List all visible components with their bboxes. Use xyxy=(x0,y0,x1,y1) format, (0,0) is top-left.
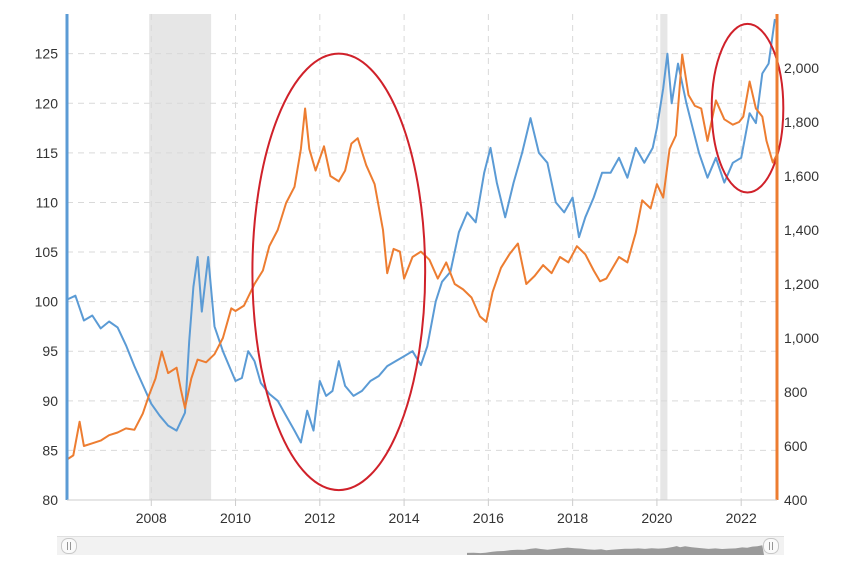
navigator-area xyxy=(467,545,764,555)
x-tick-2020: 2020 xyxy=(641,510,672,526)
left-tick-100: 100 xyxy=(35,294,59,310)
left-tick-95: 95 xyxy=(42,343,58,359)
right-tick-1,400: 1,400 xyxy=(784,222,819,238)
x-tick-2016: 2016 xyxy=(473,510,504,526)
left-tick-105: 105 xyxy=(35,244,59,260)
blue-series xyxy=(66,18,776,444)
axes xyxy=(65,14,779,501)
left-tick-85: 85 xyxy=(42,442,58,458)
annotation-ellipse-1 xyxy=(251,52,427,492)
left-tick-120: 120 xyxy=(35,95,59,111)
left-tick-110: 110 xyxy=(36,194,59,210)
grip-icon: || xyxy=(66,541,72,550)
left-tick-125: 125 xyxy=(35,46,59,62)
left-tick-90: 90 xyxy=(42,393,58,409)
x-axis-ticks: 2008 2010 2012 2014 2016 2018 2020 2022 xyxy=(136,500,757,526)
left-tick-115: 115 xyxy=(36,145,59,161)
x-tick-2012: 2012 xyxy=(304,510,335,526)
navigator-sparkline xyxy=(467,545,764,555)
navigator-left-handle[interactable]: || xyxy=(61,538,77,554)
orange-series-line xyxy=(66,53,778,461)
recession-band-1 xyxy=(149,14,212,500)
x-tick-2010: 2010 xyxy=(220,510,251,526)
right-axis-ticks: 400 600 800 1,000 1,200 1,400 1,600 1,800 2,000 xyxy=(784,60,819,508)
left-tick-80: 80 xyxy=(42,492,58,508)
range-navigator[interactable]: || || xyxy=(57,536,784,555)
x-tick-2008: 2008 xyxy=(136,510,167,526)
right-tick-2,000: 2,000 xyxy=(784,60,819,76)
annotation-ellipses xyxy=(251,22,785,492)
recession-band-2 xyxy=(660,14,668,500)
right-tick-1,600: 1,600 xyxy=(784,168,819,184)
x-tick-2014: 2014 xyxy=(389,510,420,526)
right-tick-1,000: 1,000 xyxy=(784,330,819,346)
recession-bands xyxy=(149,14,668,500)
orange-series xyxy=(66,53,778,461)
navigator-right-handle[interactable]: || xyxy=(763,538,779,554)
right-tick-600: 600 xyxy=(784,438,808,454)
right-tick-400: 400 xyxy=(784,492,808,508)
annotation-ellipse-2 xyxy=(710,22,785,194)
blue-series-line xyxy=(66,18,776,444)
right-tick-1,800: 1,800 xyxy=(784,114,819,130)
grip-icon: || xyxy=(768,541,774,550)
left-axis-ticks: 80 85 90 95 100 105 110 115 120 125 xyxy=(35,46,59,508)
right-tick-1,200: 1,200 xyxy=(784,276,819,292)
x-tick-2022: 2022 xyxy=(726,510,757,526)
right-tick-800: 800 xyxy=(784,384,808,400)
x-tick-2018: 2018 xyxy=(557,510,588,526)
